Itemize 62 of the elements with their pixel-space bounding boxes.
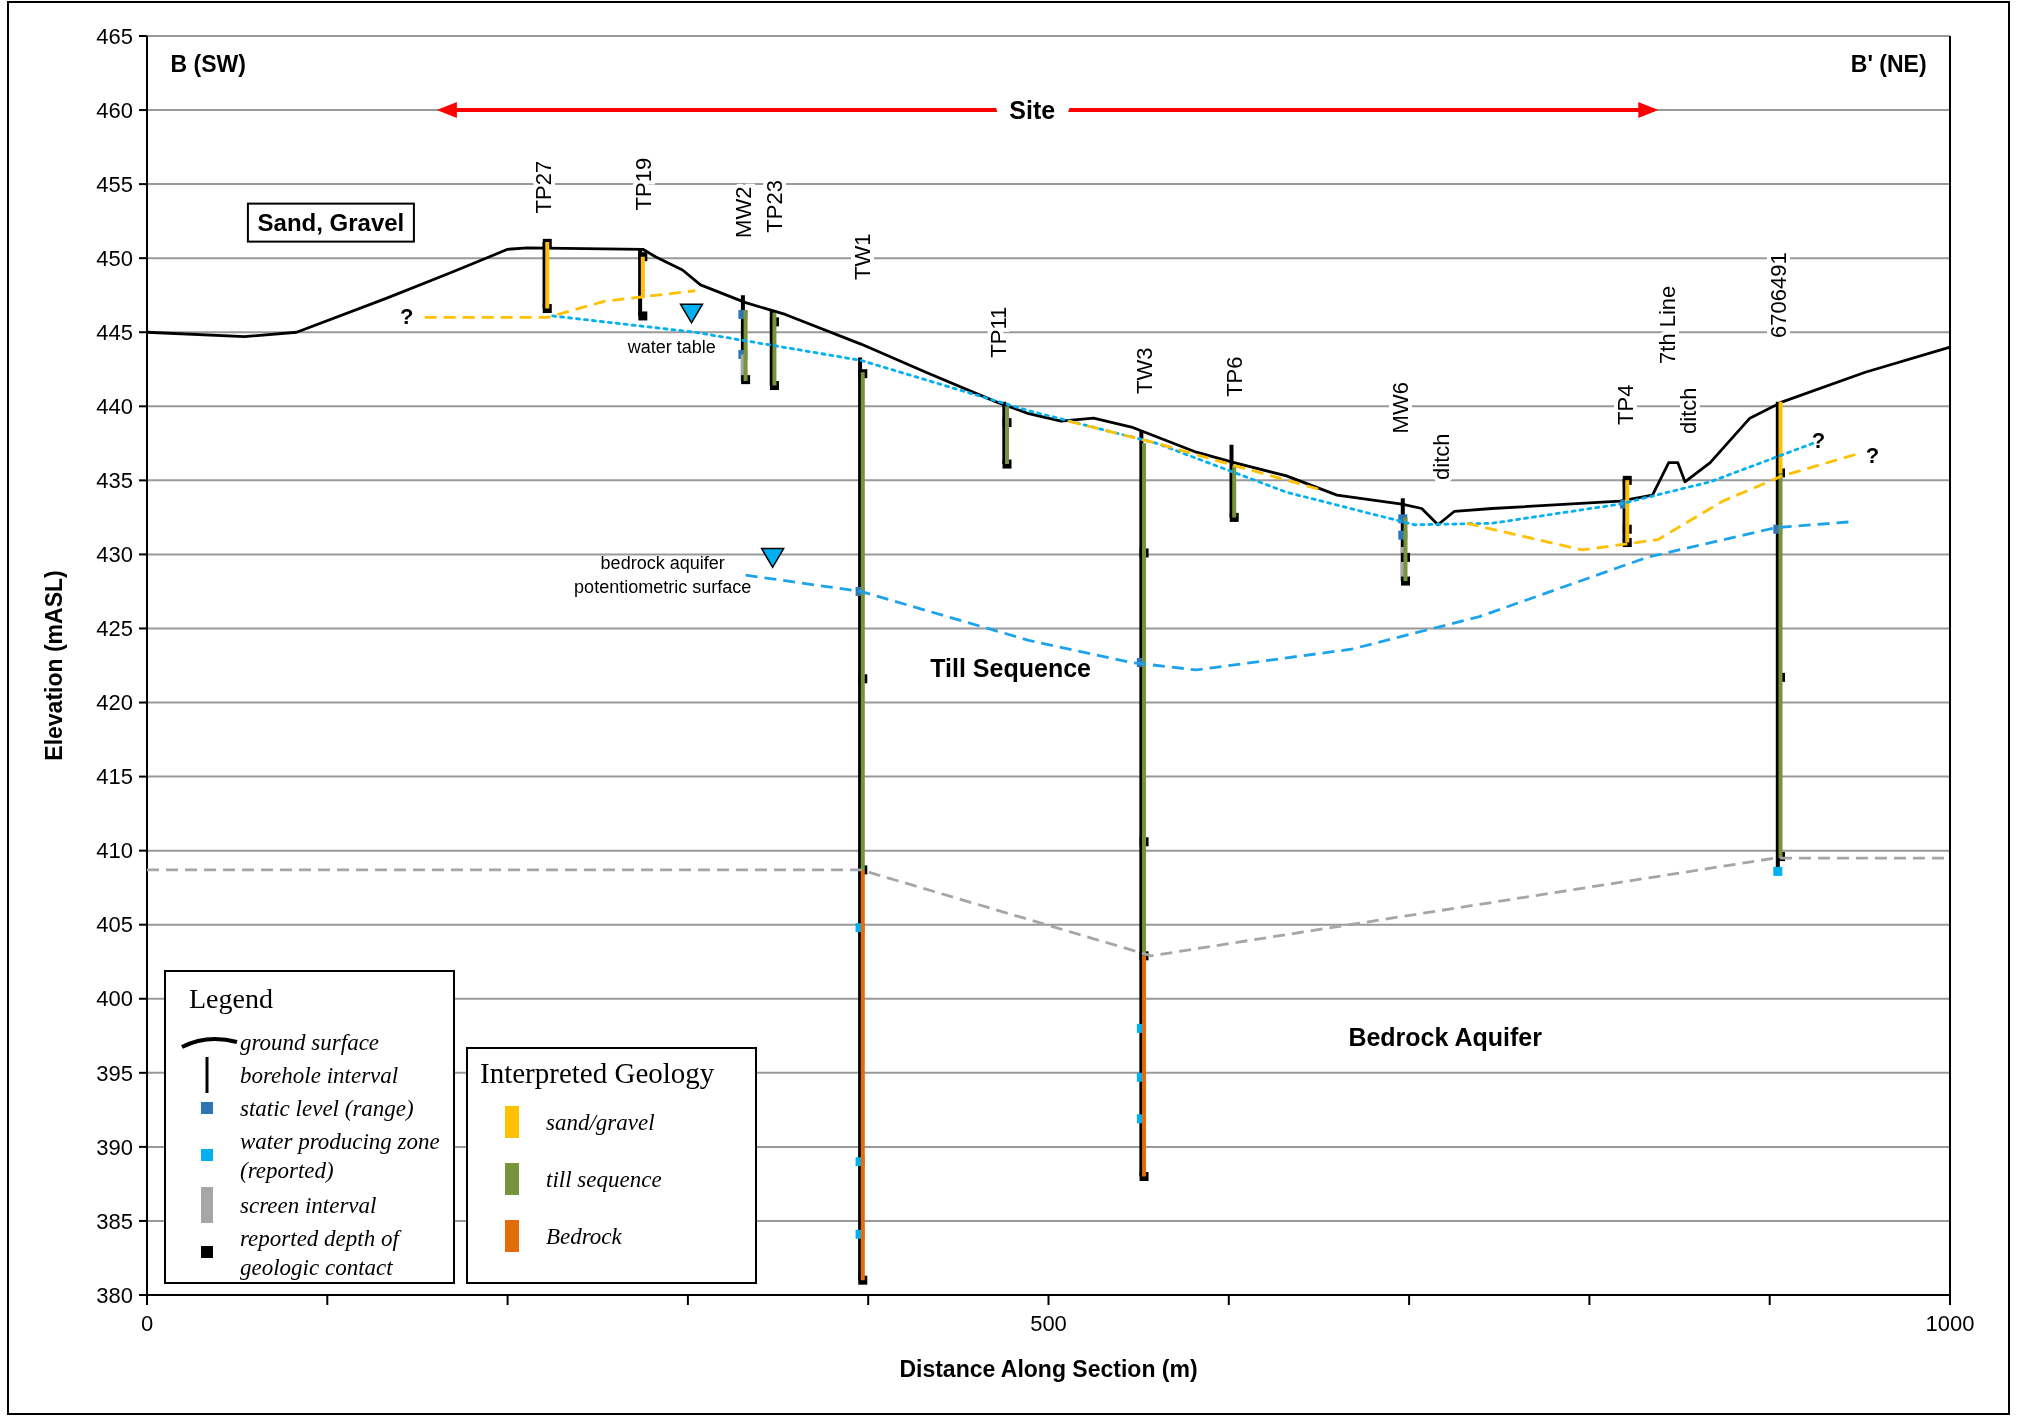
legend-label: reported depth of geologic contact xyxy=(240,1226,403,1280)
annotation: ditch xyxy=(1429,433,1455,480)
y-tick-label: 465 xyxy=(96,23,133,49)
y-tick-label: 410 xyxy=(96,838,133,864)
legend-label: water producing zone (reported) xyxy=(240,1129,440,1183)
y-tick-label: 400 xyxy=(96,986,133,1012)
y-tick-label: 430 xyxy=(96,542,133,568)
legend-title: Legend xyxy=(189,983,273,1014)
y-tick-label: 395 xyxy=(96,1060,133,1086)
annotation: 7th Line xyxy=(1654,285,1680,364)
annotation: TW1 xyxy=(850,233,876,280)
y-tick-label: 415 xyxy=(96,764,133,790)
x-tick-label: 500 xyxy=(1030,1311,1067,1336)
legend-label: till sequence xyxy=(546,1167,662,1193)
x-tick-label: 1000 xyxy=(1925,1311,1975,1336)
legend-label: borehole interval xyxy=(240,1063,399,1089)
annotation: TP19 xyxy=(630,157,656,211)
x-axis-title: Distance Along Section (m) xyxy=(899,1356,1198,1382)
point xyxy=(679,303,704,324)
y-tick-label: 460 xyxy=(96,97,133,123)
annotation: MW6 xyxy=(1387,382,1413,434)
y-tick-label: 420 xyxy=(96,690,133,716)
annotation: TP6 xyxy=(1221,356,1247,397)
legend-label: ground surface xyxy=(240,1030,380,1056)
y-tick-label: 380 xyxy=(96,1282,133,1308)
y-axis-title: Elevation (mASL) xyxy=(41,570,67,761)
y-tick-label: 450 xyxy=(96,245,133,271)
annotation: TP11 xyxy=(985,306,1011,358)
point xyxy=(760,547,785,569)
x-tick-label: 0 xyxy=(140,1311,154,1336)
annotation: TP23 xyxy=(762,180,788,233)
y-tick-label: 455 xyxy=(96,171,133,197)
annotation: TW3 xyxy=(1131,347,1157,394)
annotation: Interpreted Geology xyxy=(480,1057,715,1089)
annotation: TP27 xyxy=(531,160,557,214)
annotation: bedrock aquifer potentiometric surface xyxy=(574,553,752,597)
annotation: Till Sequence xyxy=(930,654,1092,683)
annotation: B (SW) xyxy=(170,51,246,78)
annotation: Sand, Gravel xyxy=(257,209,405,237)
y-tick-label: 390 xyxy=(96,1134,133,1160)
y-tick-label: 440 xyxy=(96,393,133,419)
y-tick-label: 445 xyxy=(96,319,133,345)
legend-label: static level (range) xyxy=(240,1096,414,1122)
point xyxy=(1773,866,1783,876)
annotation: water table xyxy=(626,337,716,358)
y-tick-label: 425 xyxy=(96,616,133,642)
annotation: ? xyxy=(399,303,414,329)
annotation: TP4 xyxy=(1613,384,1639,425)
legend-label: sand/gravel xyxy=(546,1110,655,1136)
y-tick-label: 435 xyxy=(96,468,133,494)
annotation: MW2 xyxy=(731,186,757,238)
annotation: B' (NE) xyxy=(1850,51,1927,78)
annotation: ? xyxy=(1865,442,1880,468)
annotation: ? xyxy=(1811,428,1826,454)
point xyxy=(638,311,648,321)
annotation: Bedrock Aquifer xyxy=(1348,1023,1543,1052)
annotation: 6706491 xyxy=(1766,252,1792,339)
legend-label: screen interval xyxy=(240,1193,377,1219)
legend-label: Bedrock xyxy=(546,1224,623,1250)
annotation: ditch xyxy=(1676,387,1702,434)
y-tick-label: 405 xyxy=(96,912,133,938)
y-tick-label: 385 xyxy=(96,1208,133,1234)
